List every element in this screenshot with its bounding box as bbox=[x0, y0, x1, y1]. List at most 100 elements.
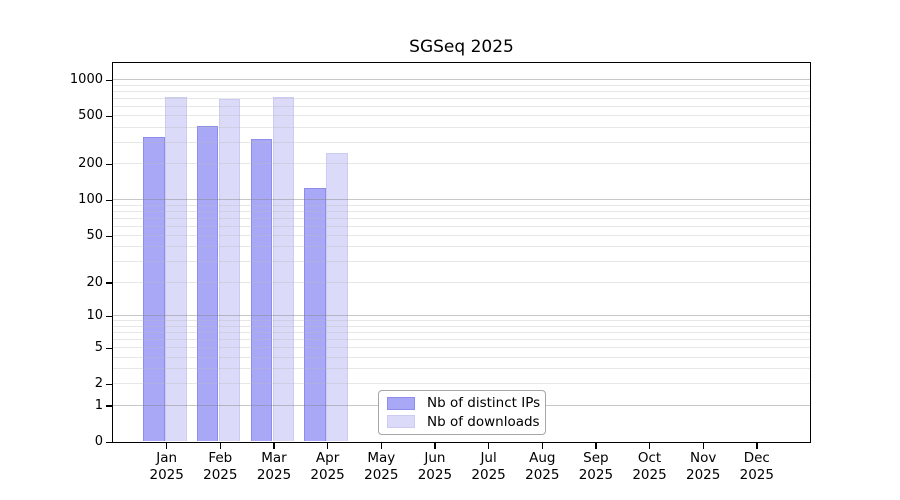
y-tick-mark-0 bbox=[106, 441, 112, 443]
x-tick-month: Sep bbox=[583, 450, 609, 466]
gridline-major-1000 bbox=[113, 79, 810, 80]
gridline-minor-8 bbox=[113, 325, 810, 327]
legend-label-distinct-ips: Nb of distinct IPs bbox=[427, 395, 541, 412]
y-tick-label-20: 20 bbox=[86, 274, 103, 290]
bar-nb-of-downloads-apr bbox=[326, 152, 348, 441]
x-tick-mark-jul bbox=[487, 443, 490, 449]
x-tick-mark-jun bbox=[434, 443, 436, 449]
x-tick-label-aug: Aug 2025 bbox=[510, 450, 574, 483]
x-tick-year: 2025 bbox=[686, 466, 721, 483]
legend-label-downloads: Nb of downloads bbox=[427, 413, 540, 430]
x-tick-month: Aug bbox=[529, 450, 556, 466]
x-tick-label-nov: Nov 2025 bbox=[671, 450, 735, 483]
bar-nb-of-distinct-ips-mar bbox=[250, 139, 272, 441]
gridline-minor-600 bbox=[113, 105, 810, 107]
x-tick-mark-dec bbox=[756, 443, 758, 449]
x-tick-year: 2025 bbox=[149, 466, 184, 483]
x-tick-label-apr: Apr 2025 bbox=[296, 450, 360, 483]
bar-nb-of-downloads-jan bbox=[165, 97, 187, 441]
x-tick-month: May bbox=[367, 450, 396, 466]
x-tick-year: 2025 bbox=[471, 466, 506, 483]
y-tick-label-500: 500 bbox=[78, 108, 103, 124]
x-tick-label-mar: Mar 2025 bbox=[242, 450, 306, 483]
gridline-minor-9 bbox=[113, 320, 810, 322]
y-tick-label-0: 0 bbox=[94, 434, 103, 449]
x-tick-mark-oct bbox=[648, 443, 651, 449]
x-tick-year: 2025 bbox=[578, 466, 614, 483]
bar-nb-of-distinct-ips-feb bbox=[196, 126, 219, 441]
gridline-minor-800 bbox=[113, 90, 810, 92]
x-tick-label-jun: Jun 2025 bbox=[403, 450, 467, 483]
gridline-minor-60 bbox=[113, 225, 810, 227]
y-tick-mark-5 bbox=[106, 347, 112, 350]
x-tick-year: 2025 bbox=[364, 466, 399, 483]
legend-swatch-downloads bbox=[387, 415, 415, 429]
x-tick-label-oct: Oct 2025 bbox=[618, 450, 682, 483]
y-tick-label-50: 50 bbox=[86, 228, 103, 243]
x-tick-mark-sep bbox=[595, 443, 597, 449]
y-tick-mark-50 bbox=[106, 235, 112, 237]
gridline-minor-900 bbox=[113, 84, 810, 86]
legend: Nb of distinct IPs Nb of downloads bbox=[378, 390, 546, 435]
x-tick-year: 2025 bbox=[417, 466, 453, 483]
bar-nb-of-distinct-ips-apr bbox=[304, 188, 326, 441]
y-tick-label-1000: 1000 bbox=[69, 72, 103, 87]
x-tick-month: Jun bbox=[424, 450, 446, 466]
gridline-minor-300 bbox=[113, 142, 810, 143]
chart-title: SGSeq 2025 bbox=[409, 37, 514, 57]
x-tick-mark-apr bbox=[326, 443, 329, 449]
gridline-minor-6 bbox=[113, 339, 810, 340]
x-tick-label-feb: Feb 2025 bbox=[188, 450, 252, 483]
gridline-minor-3 bbox=[113, 368, 810, 370]
y-tick-label-100: 100 bbox=[78, 192, 103, 208]
x-tick-mark-aug bbox=[541, 443, 543, 449]
x-tick-mark-nov bbox=[702, 443, 704, 449]
gridline-minor-400 bbox=[113, 126, 810, 128]
y-tick-mark-20 bbox=[106, 282, 112, 284]
x-tick-month: Oct bbox=[637, 450, 662, 466]
y-tick-mark-1000 bbox=[106, 79, 112, 81]
x-tick-mark-may bbox=[380, 443, 382, 449]
x-tick-year: 2025 bbox=[256, 466, 292, 483]
x-tick-mark-mar bbox=[273, 443, 275, 449]
x-tick-month: Jul bbox=[480, 450, 497, 466]
y-tick-label-200: 200 bbox=[78, 156, 103, 172]
gridline-minor-200 bbox=[113, 163, 810, 165]
gridline-minor-700 bbox=[113, 97, 810, 99]
gridline-minor-5 bbox=[113, 347, 810, 349]
plot-area bbox=[112, 62, 811, 443]
x-tick-label-jul: Jul 2025 bbox=[457, 450, 521, 483]
x-tick-year: 2025 bbox=[739, 466, 774, 483]
y-tick-label-5: 5 bbox=[94, 340, 103, 356]
x-tick-month: Mar bbox=[261, 450, 287, 466]
gridline-minor-80 bbox=[113, 210, 810, 212]
gridline-minor-50 bbox=[113, 235, 810, 236]
x-tick-month: Jan bbox=[156, 450, 178, 466]
gridline-minor-4 bbox=[113, 356, 810, 358]
gridline-minor-2 bbox=[113, 383, 810, 385]
x-tick-label-jan: Jan 2025 bbox=[135, 450, 199, 483]
x-tick-year: 2025 bbox=[310, 466, 345, 483]
gridline-minor-90 bbox=[113, 204, 810, 206]
y-tick-mark-1 bbox=[106, 405, 112, 407]
x-tick-label-sep: Sep 2025 bbox=[564, 450, 628, 483]
y-tick-label-1: 1 bbox=[94, 397, 103, 413]
x-tick-mark-feb bbox=[219, 443, 222, 449]
x-tick-mark-jan bbox=[165, 443, 168, 449]
bar-nb-of-distinct-ips-jan bbox=[143, 137, 165, 441]
gridline-minor-7 bbox=[113, 332, 810, 333]
gridline-major-100 bbox=[113, 199, 810, 201]
gridline-minor-40 bbox=[113, 246, 810, 248]
y-tick-mark-500 bbox=[106, 115, 112, 118]
x-tick-month: Apr bbox=[315, 450, 340, 466]
x-tick-month: Feb bbox=[208, 450, 233, 466]
y-tick-mark-100 bbox=[106, 199, 112, 202]
legend-item-downloads: Nb of downloads bbox=[387, 413, 540, 430]
x-tick-month: Nov bbox=[690, 450, 717, 466]
x-tick-label-may: May 2025 bbox=[349, 450, 413, 483]
gridline-minor-30 bbox=[113, 261, 810, 263]
y-tick-mark-2 bbox=[106, 383, 112, 386]
x-tick-year: 2025 bbox=[525, 466, 560, 483]
y-tick-label-2: 2 bbox=[94, 376, 103, 392]
